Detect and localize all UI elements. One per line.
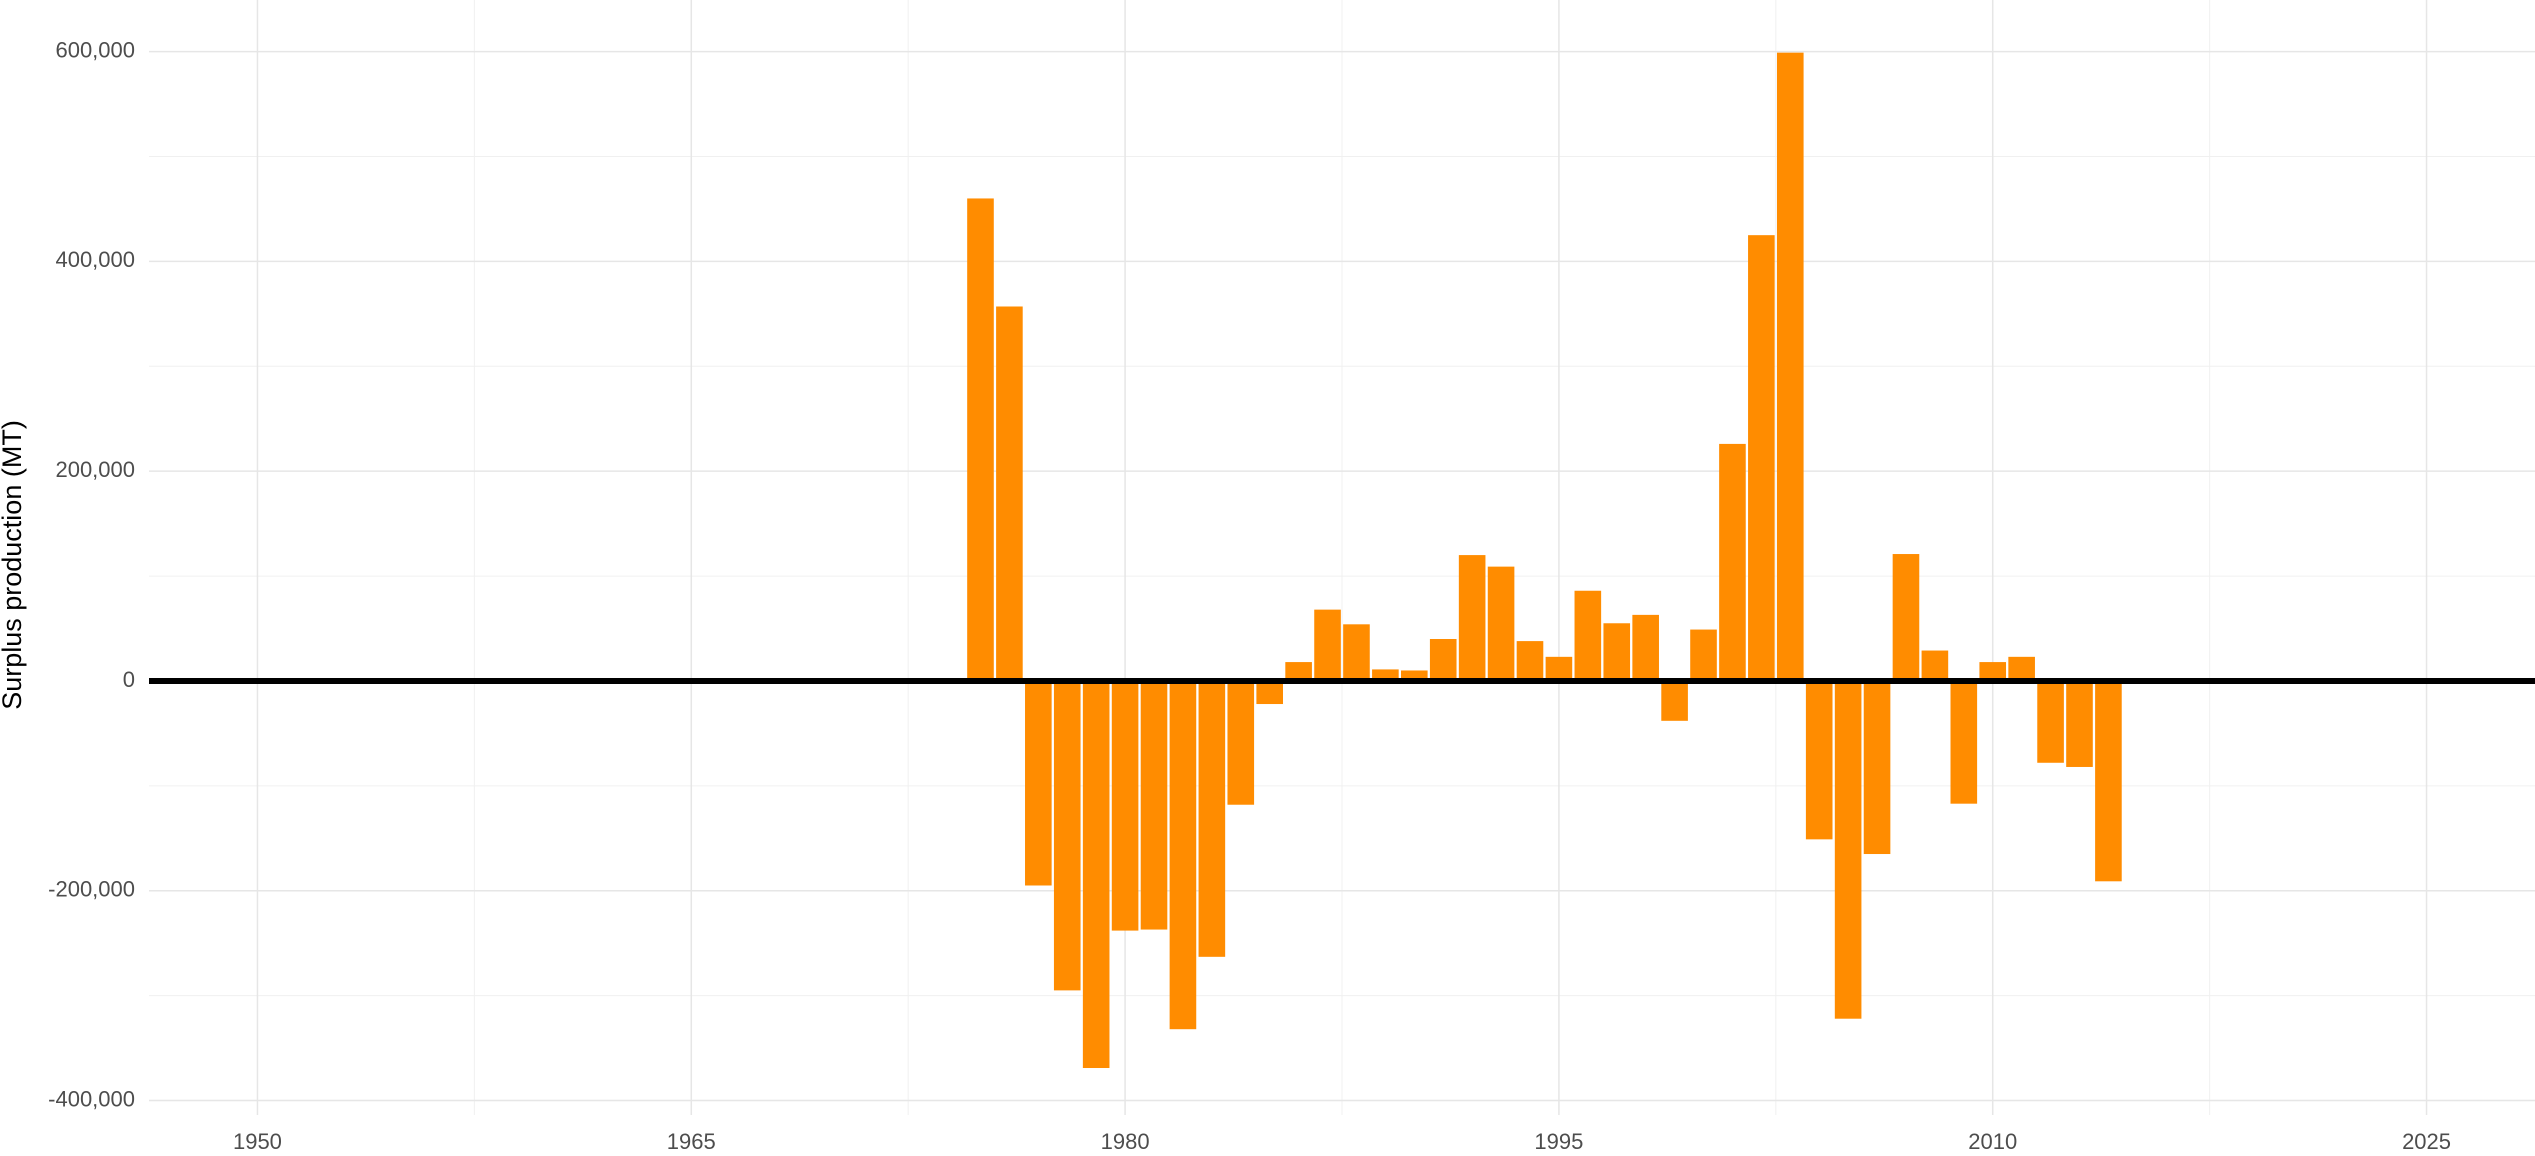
x-tick-label: 1965 (667, 1129, 716, 1154)
bar (1429, 639, 1457, 681)
bar (1603, 623, 1631, 681)
bar (1776, 52, 1804, 681)
bar (1805, 680, 1833, 840)
bar (1690, 629, 1717, 681)
bar (1979, 662, 2007, 681)
bar (2066, 680, 2093, 767)
bar (1632, 614, 1659, 681)
x-tick-label: 2010 (1968, 1129, 2017, 1154)
y-tick-label: 200,000 (55, 457, 135, 482)
bar (1487, 566, 1515, 681)
bar (1458, 555, 1486, 681)
bar (1892, 554, 1920, 681)
bar (2037, 680, 2064, 763)
y-tick-label: -400,000 (48, 1086, 135, 1111)
bar (1516, 641, 1544, 681)
bar (1314, 609, 1341, 681)
bar (1372, 669, 1399, 681)
y-axis-title: Surplus production (MT) (0, 420, 27, 710)
bar (1227, 680, 1255, 805)
bar (1400, 670, 1428, 681)
x-tick-label: 2025 (2402, 1129, 2451, 1154)
bar (1285, 662, 1312, 681)
x-tick-label: 1995 (1534, 1129, 1583, 1154)
bar (1921, 650, 1949, 681)
bar (1111, 680, 1139, 931)
bar (1950, 680, 1978, 804)
bar (1140, 680, 1168, 930)
bar (1025, 680, 1052, 886)
bar (1661, 680, 1688, 721)
bar (1169, 680, 1197, 1030)
bar (1719, 443, 1746, 681)
bar (1053, 680, 1081, 991)
bar (1748, 235, 1775, 681)
bar (1834, 680, 1862, 1019)
bar (1545, 656, 1573, 681)
y-tick-label: 400,000 (55, 247, 135, 272)
bar (2095, 680, 2122, 882)
bar (996, 306, 1023, 681)
x-tick-label: 1950 (233, 1129, 282, 1154)
bar (967, 198, 994, 681)
y-tick-label: 600,000 (55, 37, 135, 62)
bar (1574, 590, 1602, 681)
bar (1863, 680, 1891, 855)
bar (1256, 680, 1284, 705)
y-tick-label: -200,000 (48, 877, 135, 902)
x-tick-label: 1980 (1101, 1129, 1150, 1154)
bar (1343, 624, 1370, 681)
bar (2008, 656, 2035, 681)
bar (1082, 680, 1110, 1069)
y-tick-label: 0 (123, 667, 135, 692)
bar (1198, 680, 1226, 957)
